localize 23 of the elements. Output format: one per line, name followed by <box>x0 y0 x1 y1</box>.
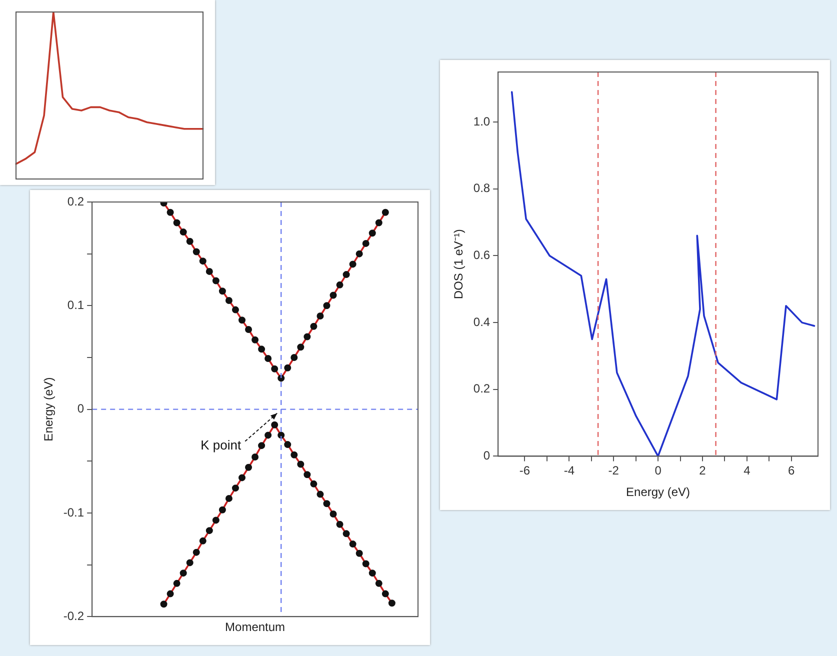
y-tick-label: 0.6 <box>473 248 490 262</box>
y-tick-label: -0.1 <box>63 505 84 520</box>
x-tick-label: -2 <box>608 464 620 478</box>
y-axis-title: DOS (1 eV⁻¹) <box>452 229 466 300</box>
y-tick-label: 1.0 <box>473 114 490 128</box>
y-tick-label: 0.8 <box>473 181 490 196</box>
x-tick-label: -4 <box>564 464 575 478</box>
y-tick-label: 0.1 <box>67 298 84 312</box>
y-tick-label: 0 <box>483 448 490 463</box>
y-tick-label: -0.2 <box>63 608 84 623</box>
x-tick-label: 6 <box>788 464 795 478</box>
y-tick-label: 0.2 <box>67 194 84 208</box>
x-axis-title: Momentum <box>225 620 286 634</box>
x-tick-label: 2 <box>699 464 706 478</box>
y-tick-label: 0 <box>77 402 84 416</box>
x-axis-title: Energy (eV) <box>626 485 690 500</box>
annotation: K point <box>200 437 242 452</box>
x-tick-label: 0 <box>654 464 662 478</box>
y-tick-label: 0.4 <box>473 314 490 329</box>
y-tick-label: 0.2 <box>473 382 490 396</box>
y-axis-title: Energy (eV) <box>42 377 56 442</box>
x-tick-label: -6 <box>519 464 530 478</box>
x-tick-label: 4 <box>744 464 751 478</box>
